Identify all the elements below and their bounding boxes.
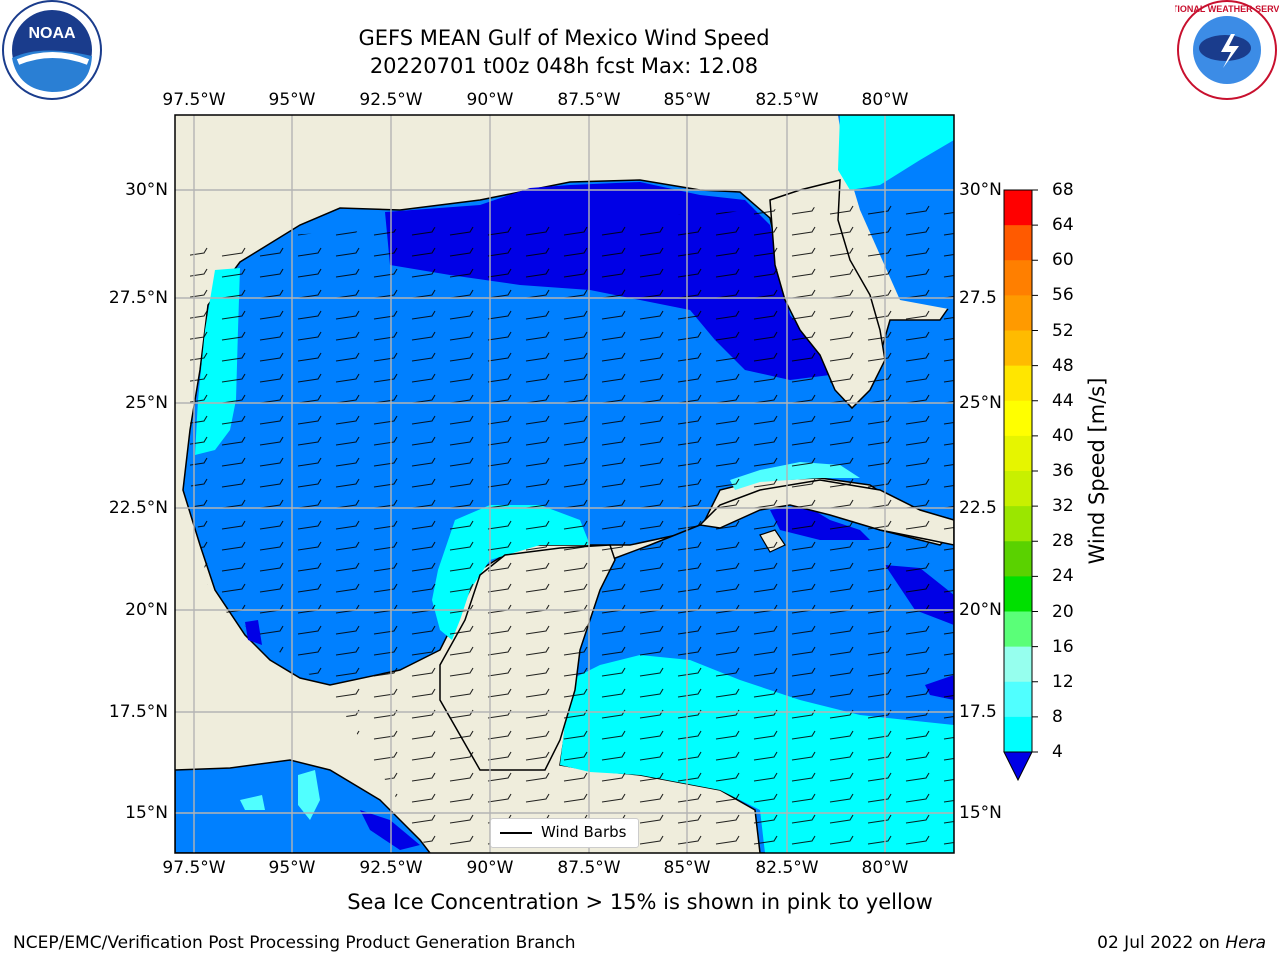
colorbar-segment [1004,716,1032,753]
colorbar-tick-label: 32 [1052,496,1074,517]
nws-logo: NATIONAL WEATHER SERVICE [1175,0,1279,100]
colorbar-tick-label: 8 [1052,706,1063,727]
lon-tick-bottom: 80°W [861,858,909,878]
colorbar-tick-label: 24 [1052,566,1074,587]
lat-tick-left: 22.5°N [108,498,168,518]
noaa-logo: NOAA [2,0,102,100]
colorbar-segment [1004,435,1032,472]
colorbar-segment [1004,365,1032,402]
colorbar-segment [1004,541,1032,577]
lon-tick-top: 92.5°W [359,90,423,110]
lat-tick-right: 22.5 [959,498,997,518]
colorbar-tick-label: 60 [1052,250,1074,271]
lat-tick-right: 27.5 [959,288,997,308]
lat-tick-right: 30°N [959,180,1002,200]
lon-tick-bottom: 97.5°W [162,858,226,878]
colorbar-segment [1004,506,1032,542]
wind-barb-legend-line [500,832,532,834]
colorbar-tick-label: 40 [1052,425,1074,446]
colorbar-segment [1004,330,1032,367]
colorbar-segment [1004,190,1032,226]
lon-tick-top: 80°W [861,90,909,110]
footer-credit: NCEP/EMC/Verification Post Processing Pr… [13,933,576,953]
high-wind-pacific-2 [240,795,265,810]
lon-tick-top: 95°W [268,90,316,110]
high-wind-atlantic [838,115,954,190]
lon-tick-bottom: 90°W [466,858,514,878]
lon-tick-bottom: 85°W [663,858,711,878]
colorbar-segment [1004,681,1032,718]
colorbar-tick-label: 64 [1052,215,1074,236]
colorbar-tick-label: 4 [1052,742,1063,762]
lon-tick-top: 97.5°W [162,90,226,110]
colorbar-extend-arrow [1003,751,1033,782]
map-frame [174,114,955,854]
lon-tick-top: 85°W [663,90,711,110]
colorbar-segment [1004,260,1032,296]
lon-tick-bottom: 87.5°W [557,858,621,878]
colorbar-segment [1004,471,1032,507]
map-plot-area [175,115,954,853]
colorbar-segment [1004,646,1032,683]
footer-date: 02 Jul 2022 on Hera [1097,933,1266,953]
lat-tick-left: 15°N [125,803,168,823]
colorbar-tick-label: 52 [1052,320,1074,341]
lon-tick-bottom: 95°W [268,858,316,878]
lon-tick-top: 90°W [466,90,514,110]
lat-tick-left: 30°N [125,180,168,200]
footer-date-text: 02 Jul 2022 on [1097,933,1226,953]
noaa-logo-text: NOAA [28,25,76,42]
colorbar-tick-label: 36 [1052,461,1074,481]
chart-title-line2: 20220701 t00z 048h fcst Max: 12.08 [369,54,759,78]
chart-title-line1: GEFS MEAN Gulf of Mexico Wind Speed [358,26,770,50]
lat-tick-right: 20°N [959,600,1002,620]
lat-tick-left: 20°N [125,600,168,620]
lat-tick-right: 15°N [959,803,1002,823]
lat-tick-right: 17.5 [959,702,997,722]
colorbar-segment [1004,225,1032,261]
low-wind-pacific [360,810,420,850]
lat-tick-left: 27.5°N [108,288,168,308]
footer-machine: Hera [1225,933,1266,953]
colorbar-tick-label: 56 [1052,285,1074,306]
wind-barbs-overlay [190,200,954,853]
colorbar-segment [1004,611,1032,648]
colorbar-tick-label: 28 [1052,531,1074,552]
colorbar [1003,189,1038,782]
lon-tick-top: 87.5°W [557,90,621,110]
colorbar-segment [1004,295,1032,331]
lon-tick-top: 82.5°W [755,90,819,110]
colorbar-tick-label: 48 [1052,355,1074,376]
lon-tick-bottom: 82.5°W [755,858,819,878]
colorbar-tick-label: 16 [1052,636,1074,657]
high-wind-pacific [298,770,320,820]
colorbar-tick-label: 68 [1052,180,1074,200]
colorbar-tick-label: 12 [1052,671,1074,692]
nws-logo-text: NATIONAL WEATHER SERVICE [1175,4,1279,14]
colorbar-tick-label: 44 [1052,390,1074,411]
lat-tick-left: 25°N [125,393,168,413]
colorbar-title: Wind Speed [m/s] [1085,377,1109,565]
legend-label: Wind Barbs [541,823,627,841]
colorbar-segment [1004,576,1032,612]
lon-tick-bottom: 92.5°W [359,858,423,878]
colorbar-segment [1004,400,1032,437]
lat-tick-right: 25°N [959,393,1002,413]
colorbar-tick-label: 20 [1052,601,1074,622]
grid-lines [175,115,954,853]
sea-ice-note: Sea Ice Concentration > 15% is shown in … [347,890,933,914]
legend: Wind Barbs [490,818,639,848]
lat-tick-left: 17.5°N [108,702,168,722]
